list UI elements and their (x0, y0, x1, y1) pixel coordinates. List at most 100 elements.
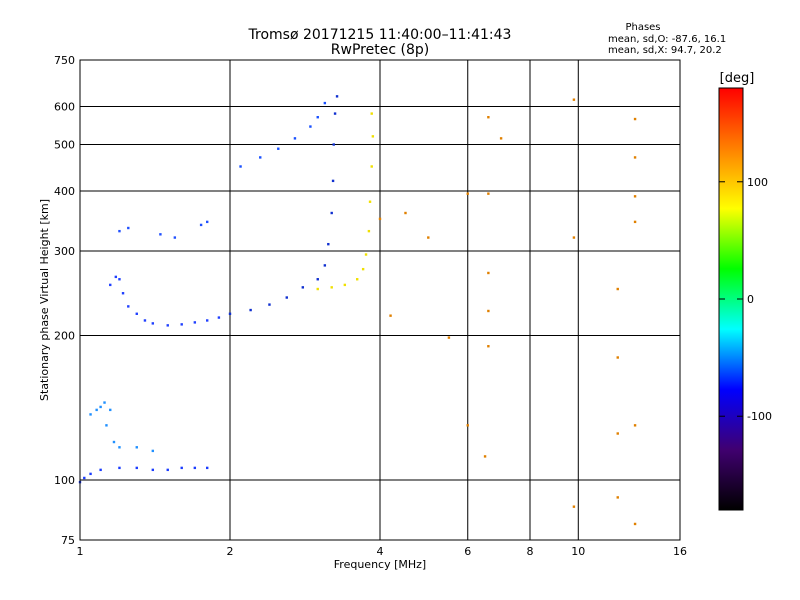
data-point (487, 309, 490, 313)
plot-frame (79, 59, 681, 541)
data-points (78, 95, 637, 526)
data-point (151, 449, 155, 453)
y-axis-label: Stationary phase Virtual Height [km] (38, 199, 51, 401)
data-point (89, 472, 92, 476)
y-axis: 75 100 200 300 400 500 600 750 (54, 54, 75, 547)
data-point (99, 405, 102, 409)
phase-o-stats: mean, sd,O: -87.6, 16.1 (608, 34, 726, 45)
data-point (316, 287, 319, 291)
data-point (127, 305, 130, 308)
data-point (616, 356, 619, 359)
data-point (487, 271, 490, 275)
data-point (143, 319, 147, 322)
data-point (323, 264, 327, 267)
colorbar-tick-label: 0 (747, 293, 754, 306)
data-point (487, 192, 490, 195)
data-point (159, 233, 162, 236)
data-point (293, 137, 297, 140)
data-point (378, 217, 382, 221)
data-point (427, 236, 430, 239)
data-point (118, 446, 121, 449)
data-point (633, 195, 637, 198)
data-point (335, 95, 339, 98)
data-point (180, 466, 183, 470)
data-point (205, 466, 209, 470)
x-tick-label: 8 (527, 545, 534, 558)
y-tick-label: 750 (54, 54, 75, 67)
data-point (151, 322, 155, 325)
data-point (483, 455, 487, 458)
data-point (332, 143, 335, 146)
phase-x-stats: mean, sd,X: 94.7, 20.2 (608, 45, 722, 56)
data-point (633, 220, 637, 224)
data-point (199, 223, 203, 227)
data-point (180, 323, 183, 326)
data-point (95, 408, 98, 412)
x-tick-label: 1 (77, 545, 84, 558)
data-point (217, 316, 221, 319)
y-tick-label: 500 (54, 139, 75, 152)
data-point (309, 125, 312, 128)
x-axis-label: Frequency [MHz] (334, 558, 426, 571)
data-point (633, 156, 637, 159)
chart-subtitle: RwPretec (8p) (331, 42, 429, 58)
y-tick-label: 75 (61, 534, 75, 547)
data-point (173, 236, 177, 239)
data-point (364, 253, 368, 256)
x-tick-label: 16 (673, 545, 687, 558)
x-tick-label: 6 (464, 545, 471, 558)
y-tick-label: 600 (54, 101, 75, 114)
x-tick-label: 2 (227, 545, 234, 558)
data-point (572, 98, 576, 101)
colorbar-ticks: 100 0 -100 (719, 176, 772, 423)
data-point (127, 226, 130, 230)
data-point (316, 116, 319, 119)
data-point (355, 278, 359, 281)
data-point (499, 137, 503, 140)
data-point (368, 200, 372, 203)
x-axis: 1 2 4 6 8 10 16 (77, 545, 688, 558)
y-tick-label: 100 (54, 474, 75, 487)
data-point (487, 345, 490, 348)
data-point (466, 424, 469, 427)
data-point (301, 286, 305, 289)
data-point (109, 283, 112, 287)
data-point (135, 466, 138, 470)
data-point (389, 314, 392, 317)
data-point (135, 446, 138, 449)
colorbar-label: [deg] (720, 71, 755, 86)
data-point (166, 468, 169, 472)
data-point (285, 296, 288, 299)
colorbar-tick-label: 100 (747, 176, 768, 189)
data-point (572, 236, 576, 239)
data-point (633, 117, 637, 121)
data-point (259, 156, 262, 159)
data-point (616, 287, 619, 291)
data-point (268, 303, 271, 306)
y-tick-label: 400 (54, 185, 75, 198)
data-point (193, 321, 197, 324)
data-point (367, 229, 371, 233)
data-point (118, 229, 121, 233)
data-point (333, 112, 337, 115)
data-point (228, 312, 232, 315)
data-point (330, 211, 333, 215)
data-point (166, 324, 169, 327)
data-point (616, 432, 619, 435)
data-point (370, 165, 373, 168)
data-point (487, 116, 490, 119)
x-tick-label: 10 (571, 545, 585, 558)
data-point (466, 192, 469, 195)
data-point (327, 242, 330, 246)
data-point (331, 179, 335, 183)
data-point (572, 505, 576, 508)
phase-heading: Phases (625, 22, 660, 33)
x-tick-label: 4 (377, 545, 384, 558)
data-point (330, 286, 333, 289)
data-point (105, 424, 108, 427)
data-point (83, 476, 86, 480)
y-tick-label: 300 (54, 245, 75, 258)
data-point (633, 424, 637, 427)
data-point (99, 468, 102, 472)
